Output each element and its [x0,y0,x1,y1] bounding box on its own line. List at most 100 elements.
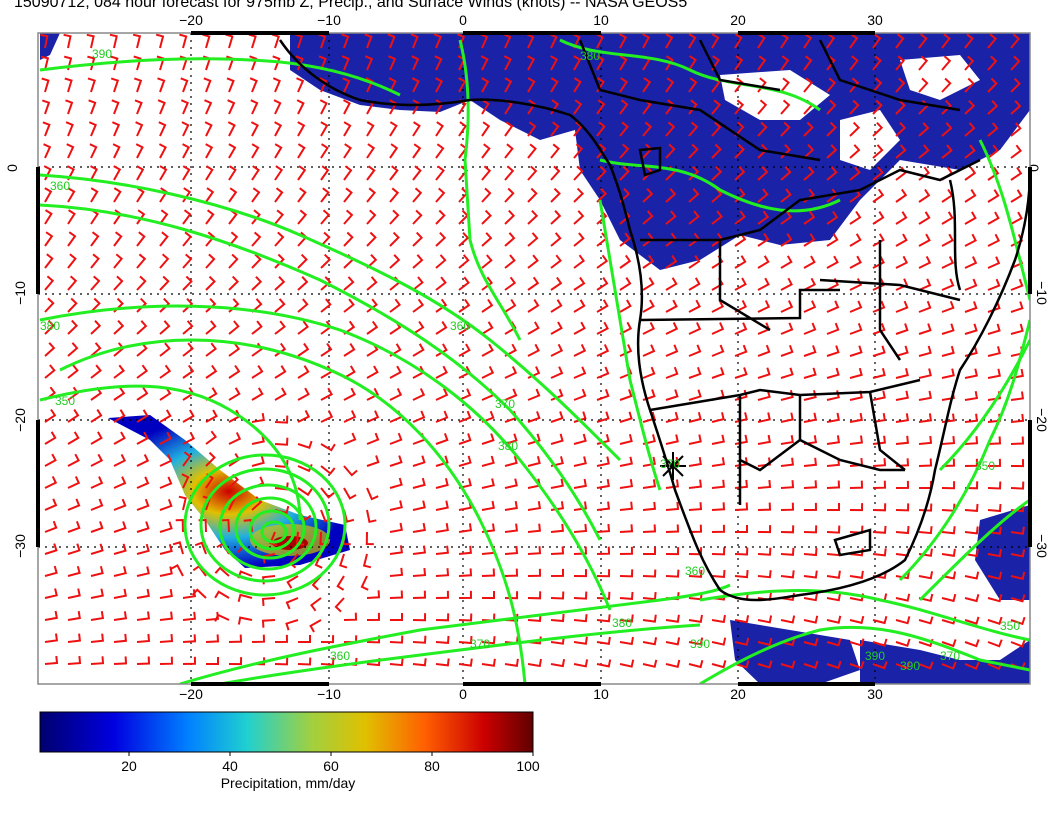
wind-barb [412,410,426,423]
wind-barb [389,432,403,445]
wind-barb [481,658,496,667]
wind-barb [320,121,329,137]
wind-barb [918,390,932,401]
wind-barb [435,477,449,489]
wind-barb [67,476,81,489]
wind-barb [389,209,400,225]
wind-barb [918,122,930,137]
wind-barb [44,364,56,379]
wind-barb [389,254,401,269]
wind-barb [181,473,190,489]
wind-barb [90,521,104,533]
wind-barb [895,211,908,225]
wind-barb [182,165,191,181]
wind-barb [550,77,559,93]
top-lon-tick: 20 [730,12,746,28]
wind-barb [964,77,975,93]
wind-barb [412,522,426,533]
wind-barb [550,210,562,225]
wind-barb [237,616,253,625]
wind-barb [550,614,565,623]
wind-barb [435,77,444,93]
wind-barb [343,187,353,203]
wind-barb [734,33,743,49]
wind-barb [504,455,518,467]
wind-barb [1010,391,1025,401]
wind-barb [113,588,127,599]
wind-barb [481,298,494,313]
wind-barb [366,298,378,313]
wind-barb [734,99,745,115]
wind-barb [237,593,253,602]
wind-barb [711,614,726,624]
contour-label: 370 [495,397,515,411]
contour-label: 350 [55,394,75,408]
wind-barb [250,121,259,137]
wind-barb [44,342,56,357]
wind-barb [527,55,536,71]
wind-barb [181,121,190,137]
wind-barb [228,165,237,181]
wind-barb [642,188,654,203]
wind-barb [964,323,978,335]
wind-barb [67,364,79,379]
wind-barb [642,165,653,181]
wind-barb [573,433,587,445]
wind-barb [872,413,886,423]
wind-barb [711,322,725,335]
wind-barb [734,344,748,357]
wind-barb [504,254,516,269]
wind-barb [481,77,490,93]
wind-barb [665,277,678,291]
wind-barb [412,320,425,335]
wind-barb [734,570,749,579]
wind-barb [274,143,283,159]
wind-barb [481,143,491,159]
wind-barb [688,188,700,203]
wind-barb [67,520,81,533]
wind-barb [849,638,865,647]
wind-barb [780,77,790,93]
contour-label: 360 [330,649,350,663]
wind-barb [136,187,145,203]
wind-barb [596,524,611,533]
wind-barb [780,277,793,291]
wind-barb [205,364,218,379]
wind-barb [918,368,932,379]
wind-barb [1010,616,1026,626]
wind-barb [320,187,330,203]
wind-barb [941,571,957,580]
precip-area-south [730,620,860,684]
wind-barb [136,521,150,533]
wind-barb [412,99,421,115]
wind-barb [182,431,196,445]
wind-barb [159,476,173,489]
wind-barb [849,660,865,670]
wind-barb [642,232,655,247]
wind-barb [343,612,358,621]
wind-barb [203,77,212,93]
wind-barb [90,275,101,291]
wind-barb [550,299,563,313]
wind-barb [734,547,749,556]
wind-barb [343,387,356,401]
wind-barb [113,566,127,577]
wind-barb [67,543,81,555]
wind-barb [366,209,377,225]
wind-barb [320,342,333,357]
wind-barb [136,409,149,423]
wind-barb [136,364,148,379]
wind-barb [964,413,979,423]
wind-barb [182,298,194,313]
wind-barb [67,231,77,247]
wind-barb [1010,526,1025,535]
wind-barb [90,320,102,335]
wind-barb [458,209,469,225]
wind-barb [964,458,979,467]
wind-barb [872,615,888,625]
wind-barb [274,276,286,291]
wind-barb [297,365,310,379]
wind-barb [274,187,284,203]
wind-barb [803,121,814,137]
wind-barb [90,431,103,445]
